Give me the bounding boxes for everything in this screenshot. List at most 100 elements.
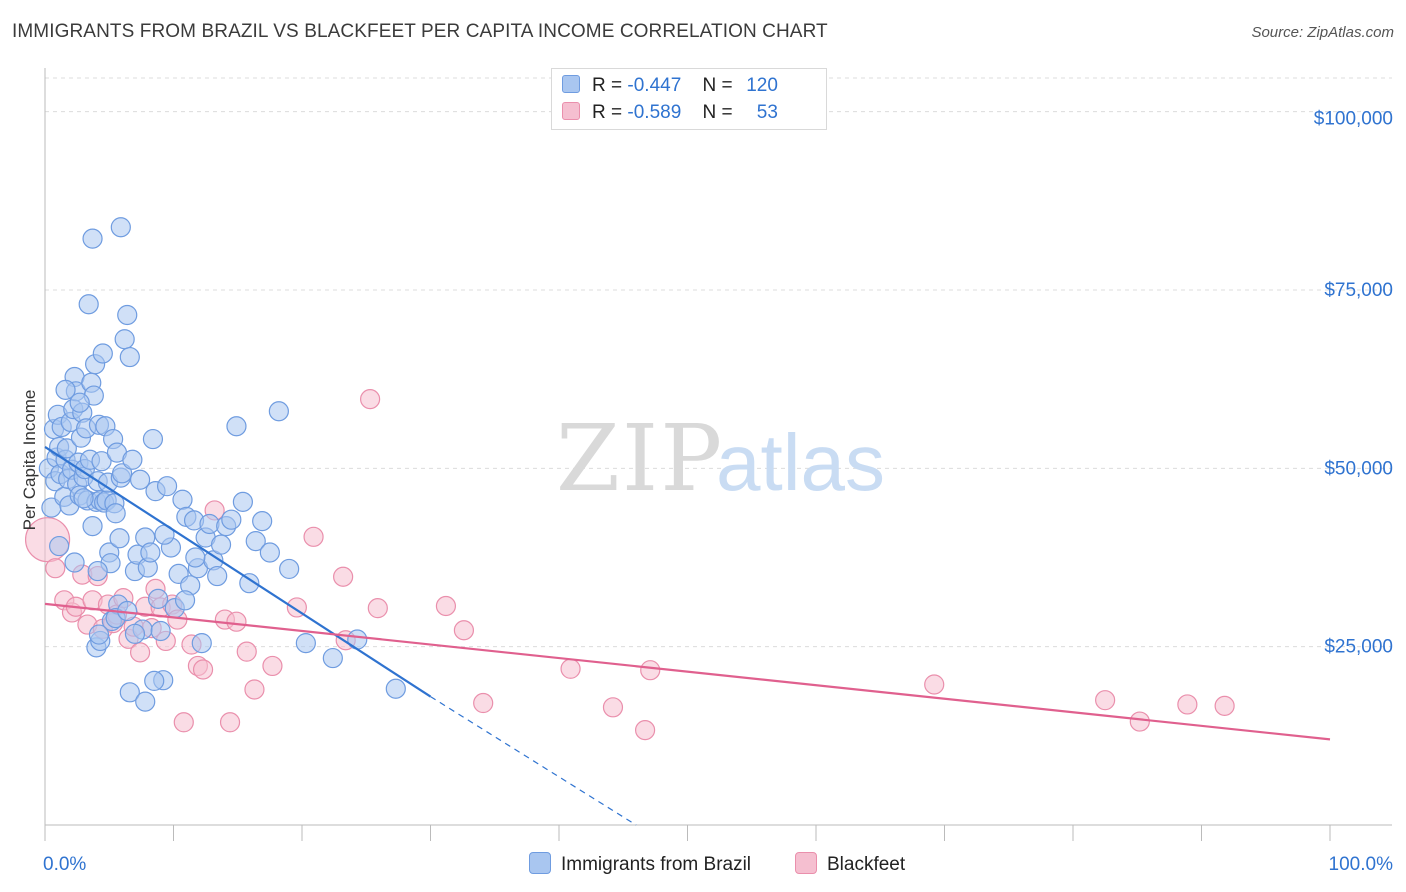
blackfeet-n-value: 53 [756, 102, 778, 123]
brazil-point [239, 573, 260, 594]
brazil-point [73, 488, 94, 509]
y-tick-label: $25,000 [1324, 637, 1393, 658]
blackfeet-point [219, 712, 241, 733]
blackfeet-swatch [562, 102, 580, 120]
x-tick-label-min: 0.0% [43, 854, 86, 875]
brazil-trend-extension [430, 696, 637, 826]
x-tick-label-max: 100.0% [1329, 854, 1394, 875]
blackfeet-point [560, 658, 581, 679]
legend: Immigrants from Brazil Blackfeet [0, 852, 1406, 878]
blackfeet-point [45, 558, 66, 579]
brazil-point [119, 682, 140, 703]
brazil-point [64, 552, 85, 573]
brazil-point [191, 632, 212, 654]
brazil-point [87, 560, 108, 582]
brazil-point [140, 542, 161, 563]
legend-swatch-blackfeet [795, 852, 817, 874]
brazil-point [226, 416, 247, 437]
r-label: R = [592, 75, 623, 96]
blackfeet-point [192, 659, 214, 680]
brazil-point [210, 534, 232, 555]
blackfeet-point [303, 526, 324, 547]
brazil-point [82, 516, 103, 537]
brazil-point [199, 513, 220, 535]
legend-swatch-brazil [529, 852, 551, 874]
brazil-points [38, 217, 406, 712]
watermark-atlas: atlas [716, 418, 885, 507]
y-tick-label: $50,000 [1324, 458, 1393, 479]
brazil-point [259, 542, 280, 563]
blackfeet-point [1095, 690, 1116, 711]
y-axis-label: Per Capita Income [20, 389, 39, 531]
blackfeet-point [453, 620, 475, 641]
brazil-point [109, 528, 130, 549]
legend-label-blackfeet: Blackfeet [827, 854, 906, 875]
brazil-r-value: -0.447 [627, 75, 682, 96]
stats-box: R = -0.447 N = 120 R = -0.589 N = 53 [551, 68, 827, 130]
blackfeet-r-value: -0.589 [627, 102, 682, 123]
axes [44, 68, 1392, 841]
brazil-point [56, 438, 77, 459]
blackfeet-trend-line [44, 602, 1331, 741]
brazil-point [252, 511, 273, 532]
blackfeet-point [244, 679, 265, 700]
blackfeet-point [602, 697, 624, 718]
brazil-point [91, 451, 112, 472]
source-label: Source: ZipAtlas.com [1251, 24, 1394, 41]
stats-row-blackfeet: R = -0.589 N = 53 [562, 102, 778, 126]
blackfeet-point [1129, 711, 1150, 732]
stats-row-brazil: R = -0.447 N = 120 [562, 75, 778, 99]
blackfeet-point [173, 712, 194, 733]
trend-lines [44, 446, 1331, 826]
brazil-point [117, 304, 138, 326]
brazil-point [124, 623, 146, 644]
n-label: N = [702, 75, 733, 96]
y-tick-label: $75,000 [1324, 280, 1393, 301]
legend-item-brazil[interactable]: Immigrants from Brazil [529, 852, 751, 876]
blackfeet-point [634, 720, 656, 741]
brazil-point [347, 629, 368, 650]
n-label: N = [702, 102, 733, 123]
blackfeet-point [262, 655, 283, 677]
brazil-point [105, 503, 126, 524]
blackfeet-point [1214, 695, 1235, 716]
brazil-point [129, 469, 151, 490]
blackfeet-point [236, 641, 257, 662]
blackfeet-point [367, 598, 388, 619]
blackfeet-point [226, 611, 247, 632]
brazil-n-value: 120 [746, 75, 778, 96]
brazil-point [135, 691, 156, 712]
grid-lines [45, 77, 1392, 648]
brazil-swatch [562, 75, 580, 93]
blackfeet-point [473, 692, 494, 714]
y-tick-label: $100,000 [1314, 109, 1393, 130]
legend-label-brazil: Immigrants from Brazil [561, 854, 752, 875]
brazil-point [111, 463, 133, 484]
blackfeet-point [924, 674, 945, 695]
brazil-point [142, 428, 164, 450]
watermark-zip: ZIP [556, 405, 724, 512]
brazil-point [55, 379, 76, 400]
chart-title: IMMIGRANTS FROM BRAZIL VS BLACKFEET PER … [12, 21, 828, 42]
blackfeet-point [640, 660, 661, 681]
legend-item-blackfeet[interactable]: Blackfeet [795, 852, 905, 876]
brazil-point [150, 620, 171, 642]
brazil-point [49, 535, 70, 557]
blackfeet-point [333, 566, 354, 587]
brazil-point [78, 294, 99, 315]
brazil-point [114, 329, 135, 350]
r-label: R = [592, 102, 623, 123]
brazil-point [110, 217, 131, 238]
brazil-point [147, 588, 169, 609]
brazil-point [185, 547, 206, 568]
blackfeet-point [435, 595, 457, 617]
brazil-point [174, 590, 196, 611]
tick-labels: $25,000 $50,000 $75,000 $100,000 0.0% 100.0% [43, 109, 1393, 875]
brazil-point [82, 228, 103, 249]
brazil-point [385, 678, 406, 699]
brazil-point [207, 565, 228, 587]
brazil-point [92, 343, 113, 364]
brazil-point [88, 624, 110, 645]
brazil-point [232, 491, 253, 512]
